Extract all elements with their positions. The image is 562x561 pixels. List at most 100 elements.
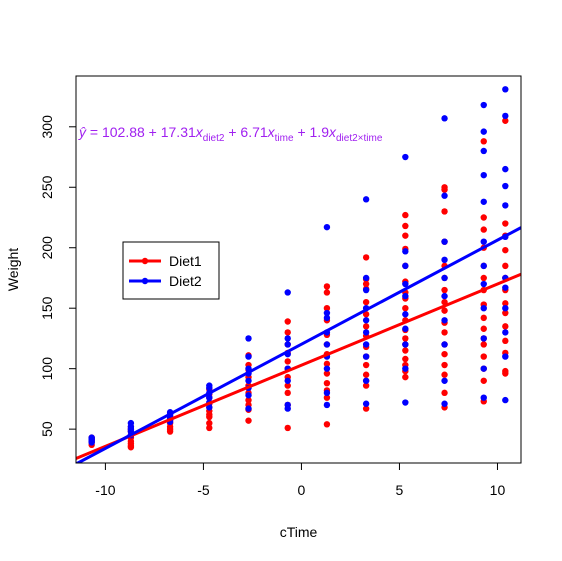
data-point-diet1-131 [480, 214, 487, 221]
data-point-diet1-77 [362, 298, 370, 306]
data-point-diet1-124 [480, 314, 487, 322]
data-point-diet1-136 [502, 337, 509, 345]
data-point-diet1-75 [362, 323, 370, 330]
data-point-diet2-99 [502, 396, 509, 404]
data-point-diet1-146 [502, 117, 509, 124]
data-point-diet2-71 [441, 292, 448, 300]
data-point-diet1-121 [480, 341, 487, 348]
data-point-diet2-25 [245, 377, 252, 384]
equation-part: time [275, 133, 294, 144]
equation-text: ŷ = 102.88 + 17.31xdiet2 + 6.71xtime + 1… [78, 124, 383, 144]
data-point-diet2-72 [441, 317, 448, 324]
x-tick-label: -10 [95, 482, 115, 498]
data-point-diet1-114 [441, 208, 448, 215]
equation-lhs: ŷ [78, 124, 87, 140]
data-point-diet2-96 [502, 305, 509, 312]
data-point-diet1-58 [323, 370, 331, 377]
y-axis-label: Weight [5, 248, 21, 291]
data-point-diet2-29 [284, 289, 291, 296]
data-point-diet1-97 [402, 232, 409, 239]
data-point-diet2-65 [402, 399, 409, 406]
data-point-diet2-81 [480, 238, 487, 245]
data-point-diet2-75 [441, 400, 448, 407]
data-point-diet2-44 [323, 389, 331, 397]
data-point-diet1-70 [362, 371, 370, 378]
data-point-diet2-80 [480, 198, 487, 205]
data-point-diet1-65 [323, 289, 331, 296]
data-point-diet2-34 [284, 377, 291, 384]
data-point-diet2-47 [362, 274, 370, 282]
data-point-diet2-62 [402, 325, 409, 332]
data-point-diet2-77 [480, 128, 487, 135]
data-point-diet1-98 [402, 222, 409, 230]
data-point-diet1-82 [402, 373, 409, 381]
data-point-diet2-22 [245, 353, 252, 360]
data-point-diet2-37 [323, 223, 331, 231]
data-point-diet1-145 [502, 220, 509, 227]
data-point-diet1-81 [362, 254, 370, 261]
data-point-diet1-49 [284, 358, 291, 365]
data-point-diet2-57 [402, 248, 409, 255]
data-point-diet2-60 [402, 292, 409, 300]
data-point-diet1-67 [362, 405, 370, 412]
data-point-diet2-31 [284, 341, 291, 348]
regression-line-diet1 [76, 272, 521, 460]
data-point-diet1-104 [441, 350, 448, 358]
data-point-diet2-28 [245, 392, 252, 399]
data-point-diet2-68 [441, 238, 448, 245]
legend-marker-diet1 [141, 257, 149, 265]
data-point-diet2-54 [362, 377, 370, 384]
data-point-diet2-74 [441, 377, 448, 384]
data-point-diet2-52 [362, 341, 370, 348]
data-point-diet2-4 [88, 439, 95, 446]
data-point-diet1-13 [127, 444, 135, 451]
data-point-diet1-142 [502, 262, 509, 270]
data-point-diet2-51 [362, 329, 370, 336]
data-point-diet2-78 [480, 147, 487, 155]
data-point-diet1-127 [480, 274, 487, 282]
data-point-diet1-86 [402, 347, 409, 354]
data-point-diet1-120 [480, 353, 487, 360]
equation-part: diet2 [203, 133, 225, 144]
data-point-diet1-101 [441, 389, 448, 397]
data-point-diet2-38 [323, 309, 331, 317]
points-layer [88, 86, 509, 451]
data-point-diet1-53 [284, 318, 291, 325]
data-point-diet1-24 [206, 419, 213, 427]
data-point-diet2-41 [323, 341, 331, 348]
data-point-diet2-67 [441, 192, 448, 199]
data-point-diet1-139 [502, 300, 509, 307]
equation-part: diet2×time [336, 133, 383, 144]
data-point-diet1-137 [502, 323, 509, 330]
equation-part: + 1.9 [294, 124, 330, 140]
x-axis: -10 -5 0 5 10 [95, 462, 505, 498]
y-tick-label: 100 [39, 357, 55, 381]
data-point-diet2-90 [502, 165, 509, 173]
data-point-diet1-23 [206, 424, 213, 432]
legend-label-diet1: Diet1 [169, 253, 202, 269]
data-point-diet1-102 [441, 371, 448, 378]
data-point-diet2-64 [402, 365, 409, 372]
data-point-diet1-88 [402, 335, 409, 342]
data-point-diet2-95 [502, 284, 509, 291]
data-point-diet2-36 [284, 405, 291, 412]
data-point-diet2-69 [441, 256, 448, 264]
data-point-diet1-57 [323, 379, 331, 387]
data-point-diet1-45 [284, 389, 291, 397]
data-point-diet1-64 [323, 305, 331, 312]
data-point-diet1-138 [502, 309, 509, 317]
data-point-diet1-66 [323, 283, 331, 290]
data-point-diet2-87 [480, 394, 487, 401]
data-point-diet1-91 [402, 305, 409, 312]
data-point-diet1-85 [402, 355, 409, 363]
x-tick-label: 0 [298, 482, 306, 498]
data-point-diet1-43 [284, 424, 291, 432]
data-point-diet2-91 [502, 182, 509, 190]
data-point-diet1-143 [502, 246, 509, 254]
regression-line-diet2 [76, 226, 521, 463]
y-tick-label: 250 [39, 175, 55, 199]
regression-lines [76, 226, 521, 463]
equation-part: x [267, 124, 276, 140]
data-point-diet2-43 [323, 365, 331, 372]
